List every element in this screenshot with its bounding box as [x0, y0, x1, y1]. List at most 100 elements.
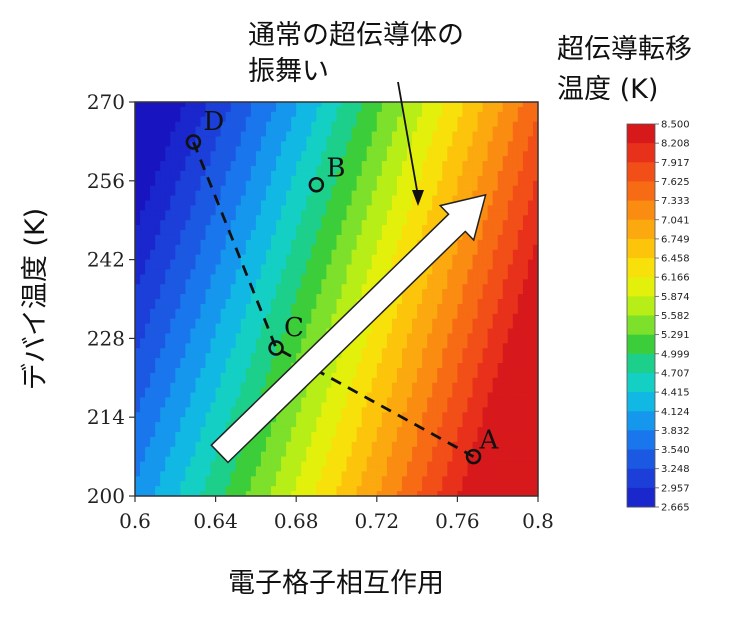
- heatmap-cell: [281, 175, 287, 182]
- heatmap-cell: [235, 343, 242, 349]
- heatmap-cell: [271, 303, 277, 310]
- heatmap-cell: [432, 348, 438, 354]
- heatmap-cell: [210, 116, 217, 123]
- heatmap-cell: [396, 190, 403, 197]
- heatmap-cell: [190, 195, 197, 202]
- heatmap-cell: [336, 141, 343, 147]
- heatmap-cell: [250, 303, 257, 310]
- heatmap-cell: [205, 348, 212, 354]
- heatmap-cell: [195, 146, 202, 152]
- heatmap-cell: [311, 195, 317, 202]
- heatmap-cell: [225, 402, 232, 408]
- heatmap-cell: [205, 274, 212, 280]
- heatmap-cell: [366, 136, 373, 142]
- heatmap-cell: [245, 141, 252, 147]
- heatmap-cell: [225, 106, 232, 113]
- heatmap-cell: [321, 407, 328, 413]
- heatmap-cell: [371, 190, 378, 197]
- heatmap-cell: [250, 481, 257, 487]
- heatmap-cell: [346, 407, 353, 413]
- heatmap-cell: [386, 244, 393, 251]
- heatmap-cell: [341, 249, 348, 256]
- heatmap-cell: [135, 486, 141, 492]
- heatmap-cell: [331, 407, 338, 413]
- heatmap-cell: [276, 131, 282, 138]
- heatmap-cell: [210, 456, 217, 463]
- heatmap-cell: [376, 239, 383, 246]
- heatmap-cell: [225, 126, 232, 133]
- heatmap-cell: [316, 190, 322, 197]
- heatmap-cell: [361, 328, 368, 335]
- heatmap-cell: [150, 358, 156, 364]
- heatmap-cell: [200, 367, 207, 374]
- heatmap-cell: [356, 121, 363, 128]
- heatmap-cell: [306, 116, 312, 123]
- heatmap-cell: [165, 131, 171, 138]
- heatmap-cell: [346, 254, 353, 261]
- heatmap-cell: [311, 323, 317, 330]
- heatmap-cell: [391, 343, 398, 349]
- heatmap-cell: [230, 343, 237, 349]
- heatmap-cell: [412, 491, 418, 496]
- heatmap-cell: [135, 269, 141, 275]
- heatmap-cell: [427, 220, 433, 226]
- heatmap-cell: [271, 131, 277, 138]
- heatmap-cell: [331, 461, 338, 468]
- heatmap-cell: [190, 294, 197, 300]
- heatmap-cell: [165, 215, 171, 221]
- heatmap-cell: [230, 476, 237, 482]
- heatmap-cell: [185, 269, 192, 275]
- heatmap-cell: [356, 244, 363, 251]
- heatmap-cell: [170, 323, 176, 330]
- heatmap-cell: [291, 210, 297, 216]
- heatmap-cell: [195, 471, 202, 477]
- heatmap-cell: [321, 210, 328, 216]
- heatmap-cell: [195, 106, 202, 113]
- heatmap-cell: [311, 180, 317, 187]
- heatmap-cell: [321, 185, 328, 192]
- heatmap-cell: [165, 116, 171, 123]
- heatmap-cell: [306, 417, 312, 423]
- heatmap-cell: [326, 491, 333, 496]
- heatmap-cell: [437, 200, 443, 207]
- heatmap-cell: [336, 215, 343, 221]
- heatmap-cell: [311, 200, 317, 207]
- heatmap-cell: [195, 116, 202, 123]
- heatmap-cell: [250, 486, 257, 492]
- heatmap-cell: [140, 407, 146, 413]
- heatmap-cell: [135, 210, 141, 216]
- heatmap-cell: [230, 397, 237, 404]
- heatmap-cell: [371, 116, 378, 123]
- heatmap-cell: [291, 121, 297, 128]
- heatmap-cell: [220, 136, 227, 142]
- heatmap-cell: [316, 151, 322, 157]
- heatmap-cell: [185, 358, 192, 364]
- heatmap-cell: [240, 323, 247, 330]
- heatmap-cell: [321, 402, 328, 408]
- heatmap-cell: [316, 279, 322, 285]
- heatmap-cell: [200, 146, 207, 152]
- heatmap-cell: [386, 466, 393, 472]
- heatmap-cell: [341, 471, 348, 477]
- heatmap-cell: [175, 126, 181, 133]
- heatmap-cell: [215, 161, 222, 167]
- heatmap-cell: [276, 170, 282, 177]
- heatmap-cell: [336, 220, 343, 226]
- heatmap-cell: [175, 284, 181, 290]
- heatmap-cell: [250, 382, 257, 389]
- heatmap-cell: [346, 417, 353, 423]
- heatmap-cell: [180, 274, 186, 280]
- heatmap-cell: [321, 269, 328, 275]
- heatmap-cell: [386, 343, 393, 349]
- heatmap-cell: [260, 456, 267, 463]
- heatmap-cell: [265, 185, 272, 192]
- heatmap-cell: [351, 461, 358, 468]
- heatmap-cell: [260, 466, 267, 472]
- heatmap-cell: [442, 372, 448, 379]
- heatmap-cell: [386, 422, 393, 428]
- heatmap-cell: [417, 348, 423, 354]
- heatmap-cell: [296, 146, 302, 152]
- heatmap-cell: [175, 367, 181, 374]
- heatmap-cell: [190, 200, 197, 207]
- heatmap-cell: [220, 200, 227, 207]
